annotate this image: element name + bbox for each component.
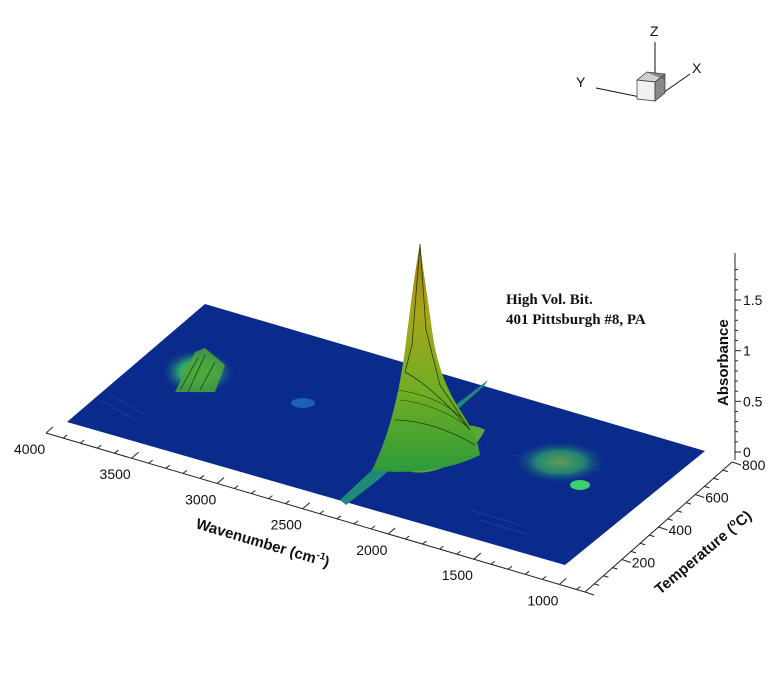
x-tick-label: 2000 — [356, 542, 387, 558]
x-tick-mark — [387, 527, 396, 535]
y-tick-mark — [658, 526, 668, 531]
x-tick-mark — [233, 485, 239, 489]
triad-y-label: Y — [576, 74, 586, 90]
x-tick-mark — [165, 464, 171, 469]
y-tick-mark — [676, 510, 683, 513]
x-tick-label: 3000 — [185, 491, 216, 507]
y-tick-label: 600 — [705, 490, 729, 506]
x-tick-mark — [559, 578, 567, 585]
z-tick-label: 0 — [743, 444, 751, 460]
x-tick-mark — [473, 552, 482, 560]
surface-plane — [67, 304, 705, 565]
x-tick-mark — [507, 565, 513, 570]
y-tick-mark — [713, 477, 719, 481]
x-tick-mark — [79, 439, 85, 444]
x-tick-label: 3500 — [100, 466, 131, 482]
x-axis-title: Wavenumber (cm-1) — [194, 515, 332, 572]
x-tick-mark — [182, 469, 188, 474]
z-axis-ticks: 0 0.5 1 1.5 — [735, 269, 763, 460]
y-tick-mark — [649, 534, 655, 538]
y-axis-ticks: 200 400 600 800 — [584, 457, 766, 596]
z-tick-label: 1 — [743, 343, 751, 359]
y-tick-mark — [630, 550, 637, 554]
z-axis-title: Absorbance — [715, 319, 732, 406]
x-tick-mark — [268, 495, 273, 500]
x-tick-mark — [302, 502, 310, 510]
z-tick-label: 0.5 — [743, 393, 763, 409]
y-tick-mark — [731, 461, 742, 466]
x-tick-mark — [336, 515, 342, 520]
x-tick-label: 1500 — [442, 567, 473, 583]
peak-1600 — [512, 440, 608, 490]
y-tick-label: 200 — [632, 555, 656, 571]
x-tick-mark — [524, 570, 530, 575]
x-tick-mark — [405, 535, 410, 540]
x-tick-mark — [216, 477, 225, 484]
x-tick-mark — [422, 540, 427, 545]
x-axis — [45, 432, 586, 593]
y-tick-label: 800 — [742, 457, 766, 473]
y-tick-mark — [685, 502, 692, 505]
orientation-triad: Z Y X — [576, 23, 702, 102]
y-tick-mark — [667, 518, 673, 521]
y-tick-label: 400 — [669, 522, 693, 538]
x-tick-mark — [541, 575, 547, 580]
y-tick-mark — [612, 567, 618, 570]
x-tick-mark — [319, 510, 325, 515]
triad-x-label: X — [692, 60, 702, 76]
x-tick-mark — [251, 490, 256, 494]
peak-3000 — [160, 348, 236, 396]
peak-2700 — [291, 398, 315, 408]
z-tick-label: 1.5 — [743, 292, 763, 308]
x-tick-mark — [285, 500, 290, 505]
y-tick-mark — [603, 575, 609, 578]
peak-2350-main — [372, 243, 480, 472]
y-tick-mark — [584, 591, 595, 596]
x-tick-mark — [370, 525, 376, 530]
y-tick-mark — [704, 485, 710, 489]
x-tick-mark — [439, 545, 444, 550]
sample-label-line1: High Vol. Bit. — [506, 292, 593, 308]
y-tick-mark — [722, 469, 728, 473]
x-tick-mark — [576, 586, 581, 590]
x-tick-mark — [45, 426, 54, 434]
x-tick-label: 2500 — [271, 517, 302, 533]
sample-label-line2: 401 Pittsburgh #8, PA — [506, 312, 646, 328]
x-tick-mark — [456, 550, 461, 555]
x-tick-mark — [97, 444, 102, 449]
x-tick-label: 4000 — [14, 441, 45, 457]
y-tick-mark — [639, 542, 646, 546]
y-tick-mark — [621, 559, 631, 563]
x-tick-mark — [148, 459, 153, 464]
x-tick-mark — [131, 451, 139, 459]
x-tick-mark — [199, 475, 205, 479]
y-tick-mark — [594, 583, 600, 586]
x-tick-mark — [353, 520, 359, 525]
x-tick-label: 1000 — [527, 592, 558, 608]
x-tick-mark — [62, 434, 68, 439]
x-tick-mark — [114, 449, 119, 454]
y-tick-mark — [695, 494, 705, 498]
triad-z-label: Z — [650, 23, 659, 39]
x-axis-ticks: 4000 3500 3000 2500 2000 1500 1000 — [14, 426, 581, 608]
x-tick-mark — [490, 560, 496, 565]
